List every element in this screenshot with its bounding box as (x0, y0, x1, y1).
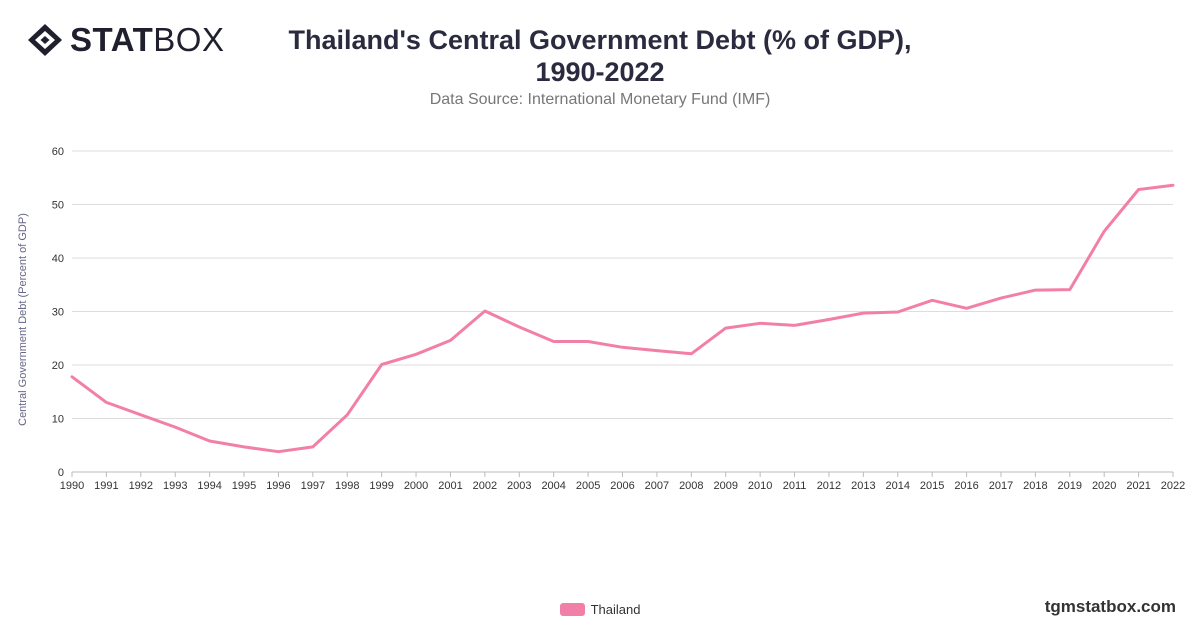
x-tick-label: 1995 (232, 480, 256, 492)
x-tick-label: 2007 (645, 480, 669, 492)
chart-subtitle: Data Source: International Monetary Fund… (429, 91, 771, 108)
y-axis-label: Central Government Debt (Percent of GDP) (17, 213, 29, 426)
x-tick-label: 2006 (610, 480, 634, 492)
x-tick-label: 2011 (783, 480, 807, 492)
x-tick-label: 2010 (748, 480, 772, 492)
x-tick-label: 2021 (1126, 480, 1150, 492)
legend-swatch[interactable] (559, 603, 585, 616)
legend: Thailand (0, 602, 1200, 617)
x-tick-label: 2018 (1023, 480, 1047, 492)
x-tick-label: 2008 (679, 480, 703, 492)
chart-title-line1: Thailand's Central Government Debt (% of… (288, 25, 912, 55)
x-tick-label: 1993 (163, 480, 187, 492)
x-tick-label: 2015 (920, 480, 944, 492)
x-tick-label: 2017 (989, 480, 1013, 492)
x-tick-label: 2003 (507, 480, 531, 492)
logo-text: STATBOX (70, 21, 225, 58)
x-tick-label: 1999 (369, 480, 393, 492)
x-tick-label: 1994 (197, 480, 221, 492)
x-tick-label: 2013 (851, 480, 875, 492)
y-tick-label: 10 (52, 414, 64, 426)
x-tick-label: 2001 (438, 480, 462, 492)
series-line-thailand (70, 183, 1175, 454)
logo: STATBOX (26, 22, 224, 58)
y-tick-label: 0 (58, 467, 64, 479)
chart-title-line2: 1990-2022 (535, 57, 665, 87)
x-tick-label: 2016 (954, 480, 978, 492)
diamond-logo-icon (28, 24, 62, 56)
watermark: tgmstatbox.com (1044, 597, 1176, 616)
x-tick-label: 2002 (473, 480, 497, 492)
x-tick-label: 1997 (301, 480, 325, 492)
y-tick-label: 60 (52, 146, 64, 158)
chart-title: Thailand's Central Government Debt (% of… (200, 24, 1000, 88)
x-tick-label: 2005 (576, 480, 600, 492)
y-tick-label: 40 (52, 253, 64, 265)
x-tick-label: 1998 (335, 480, 359, 492)
x-tick-label: 1991 (94, 480, 118, 492)
x-tick-label: 1992 (129, 480, 153, 492)
x-tick-label: 2000 (404, 480, 428, 492)
x-tick-label: 2019 (1058, 480, 1082, 492)
x-tick-label: 2014 (886, 480, 910, 492)
x-tick-label: 2012 (817, 480, 841, 492)
legend-label-thailand[interactable]: Thailand (590, 602, 641, 617)
y-tick-label: 30 (52, 307, 64, 319)
x-tick-label: 1990 (60, 480, 84, 492)
x-tick-label: 2004 (541, 480, 565, 492)
y-tick-label: 50 (52, 200, 64, 212)
x-tick-label: 1996 (266, 480, 290, 492)
x-tick-label: 2020 (1092, 480, 1116, 492)
x-tick-label: 2022 (1161, 480, 1185, 492)
x-tick-label: 2009 (713, 480, 737, 492)
y-tick-label: 20 (52, 360, 64, 372)
